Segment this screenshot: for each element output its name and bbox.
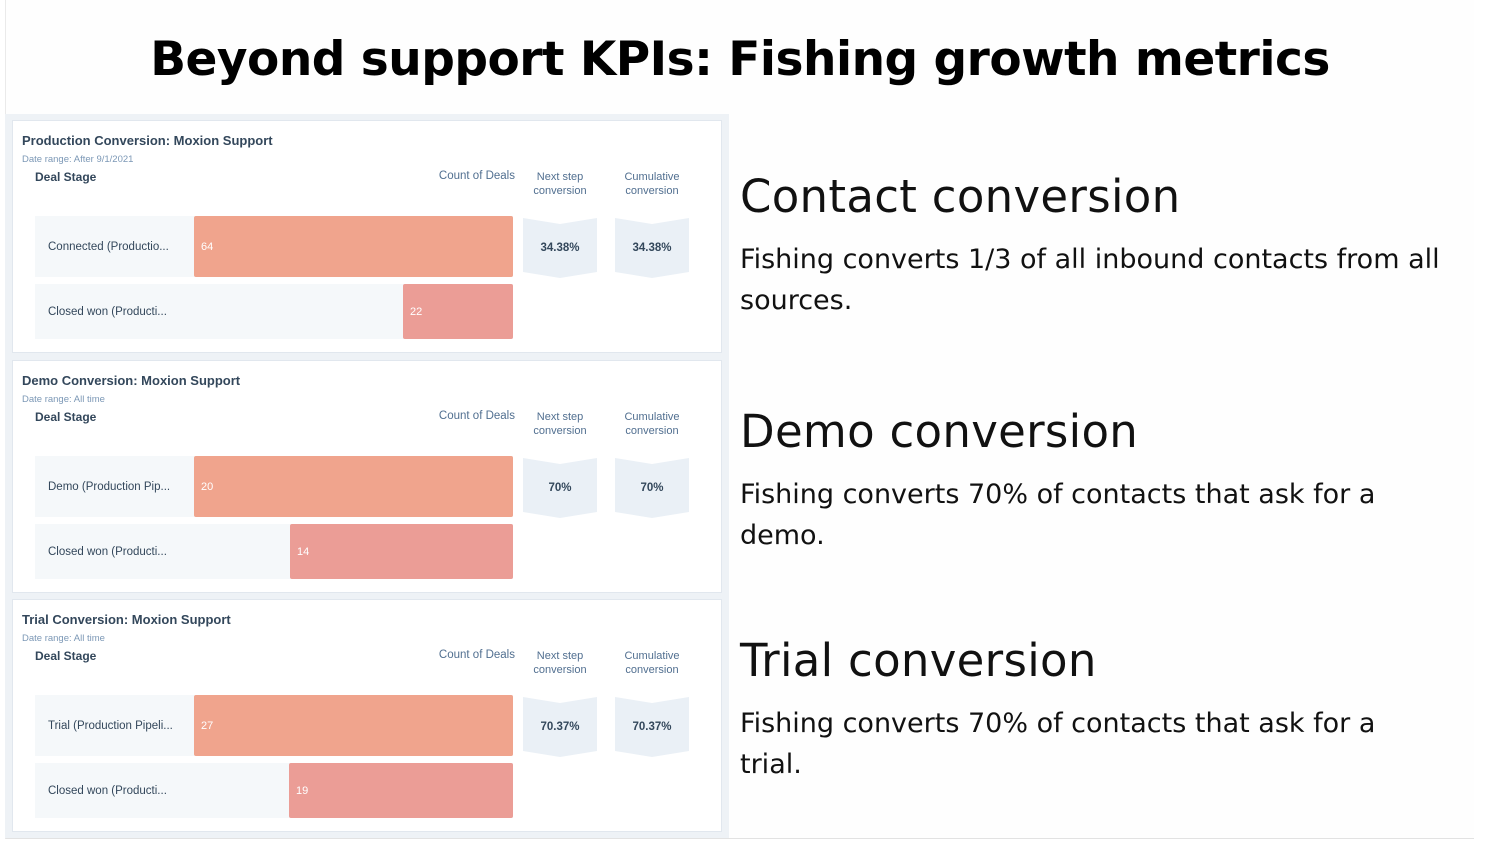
panel-date-range: Date range: All time — [22, 394, 105, 405]
stage-label: Trial (Production Pipeli... — [48, 719, 173, 732]
cumulative-conversion-badge: 70% — [615, 458, 689, 518]
cumulative-header: Cumulative conversion — [624, 171, 680, 197]
section-text: Fishing converts 70% of contacts that as… — [740, 708, 1376, 780]
next-step-header: Next step conversion — [533, 650, 587, 676]
bar-value-label: 14 — [297, 545, 310, 558]
panel-title: Demo Conversion: Moxion Support — [22, 373, 241, 388]
slide-title: Beyond support KPIs: Fishing growth metr… — [150, 32, 1330, 87]
deal-stage-header: Deal Stage — [35, 170, 97, 184]
contact-conversion-section: Contact conversion Fishing converts 1/3 … — [740, 170, 1460, 321]
next-step-conversion-badge: 70% — [523, 458, 597, 518]
count-of-deals-header: Count of Deals — [438, 170, 515, 182]
section-heading: Contact conversion — [740, 170, 1181, 223]
funnel-panel-production: Production Conversion: Moxion Support Da… — [12, 120, 722, 353]
panel-date-range: Date range: All time — [22, 633, 105, 644]
funnel-bar: 27 — [194, 695, 513, 756]
stage-label: Demo (Production Pip... — [48, 480, 171, 493]
section-heading: Demo conversion — [740, 405, 1139, 458]
panel-date-range: Date range: After 9/1/2021 — [22, 154, 134, 165]
bar-value-label: 20 — [201, 480, 214, 493]
next-step-header: Next step conversion — [533, 411, 587, 437]
funnel-bar: 20 — [194, 456, 513, 517]
funnel-panel-demo: Demo Conversion: Moxion Support Date ran… — [12, 360, 722, 593]
cumulative-conversion-badge: 70.37% — [615, 697, 689, 757]
cumulative-conversion-badge: 34.38% — [615, 218, 689, 278]
funnel-row: Closed won (Producti... 14 — [35, 524, 513, 579]
deal-stage-header: Deal Stage — [35, 649, 97, 663]
trial-conversion-section: Trial conversion Fishing converts 70% of… — [740, 634, 1460, 785]
funnel-row: Closed won (Producti... 19 — [35, 763, 513, 818]
demo-conversion-section: Demo conversion Fishing converts 70% of … — [740, 405, 1460, 556]
panel-title: Production Conversion: Moxion Support — [22, 133, 273, 148]
section-text: Fishing converts 1/3 of all inbound cont… — [740, 244, 1440, 316]
section-heading: Trial conversion — [740, 634, 1097, 687]
stage-label: Closed won (Producti... — [48, 784, 167, 797]
count-of-deals-header: Count of Deals — [438, 649, 515, 661]
bar-value-label: 22 — [410, 305, 423, 318]
bar-value-label: 19 — [296, 784, 309, 797]
funnel-row: Connected (Productio... 64 — [35, 216, 513, 277]
stage-label: Closed won (Producti... — [48, 545, 167, 558]
funnel-bar: 64 — [194, 216, 513, 277]
next-step-conversion-badge: 34.38% — [523, 218, 597, 278]
funnel-row: Trial (Production Pipeli... 27 — [35, 695, 513, 756]
funnel-bar: 22 — [403, 284, 513, 339]
deal-stage-header: Deal Stage — [35, 410, 97, 424]
panel-title: Trial Conversion: Moxion Support — [22, 612, 231, 627]
cumulative-header: Cumulative conversion — [624, 650, 680, 676]
stage-label: Closed won (Producti... — [48, 305, 167, 318]
funnel-panel-trial: Trial Conversion: Moxion Support Date ra… — [12, 599, 722, 832]
funnel-bar: 19 — [289, 763, 513, 818]
count-of-deals-header: Count of Deals — [438, 410, 515, 422]
stage-label: Connected (Productio... — [48, 240, 169, 253]
next-step-conversion-badge: 70.37% — [523, 697, 597, 757]
bar-value-label: 64 — [201, 240, 214, 253]
funnel-row: Closed won (Producti... 22 — [35, 284, 513, 339]
next-step-header: Next step conversion — [533, 171, 587, 197]
cumulative-header: Cumulative conversion — [624, 411, 680, 437]
section-text: Fishing converts 70% of contacts that as… — [740, 479, 1376, 551]
bar-value-label: 27 — [201, 719, 214, 732]
funnel-row: Demo (Production Pip... 20 — [35, 456, 513, 517]
funnel-bar: 14 — [290, 524, 513, 579]
